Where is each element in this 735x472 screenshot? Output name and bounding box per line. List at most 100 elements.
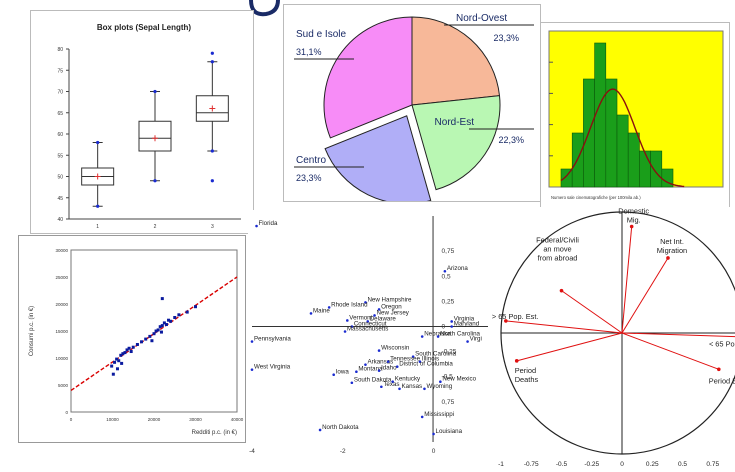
y-tick-label: 60 xyxy=(57,132,63,138)
loading-vector xyxy=(621,257,669,334)
data-point xyxy=(332,373,335,377)
point-label: Vermont xyxy=(349,314,372,321)
loading-vector xyxy=(516,332,623,362)
x-tick-label: 0.75 xyxy=(706,461,719,468)
x-tick-label: 2 xyxy=(154,224,157,230)
y-tick-label: 15000 xyxy=(55,329,68,334)
vector-label: Migration xyxy=(657,246,687,255)
data-point xyxy=(373,314,376,317)
data-point xyxy=(377,369,381,372)
data-point xyxy=(110,364,114,368)
vector-endpoint xyxy=(514,359,519,363)
y-axis-label: Consumi p.c. (in €) xyxy=(29,306,35,356)
point-label: South Carolina xyxy=(415,351,456,358)
whisker-end-point xyxy=(96,140,100,145)
y-tick-label: 45 xyxy=(57,196,63,202)
outlier-point xyxy=(210,51,214,55)
chart-title: Box plots (Sepal Length) xyxy=(97,23,192,32)
vector-label: > 65 Pop. Est. xyxy=(492,312,539,321)
data-point xyxy=(162,321,166,325)
point-label: Iowa xyxy=(336,369,350,376)
point-label: Florida xyxy=(259,220,278,227)
data-point xyxy=(432,432,435,436)
x-axis-label: Numero sale cinematografiche (per 100mil… xyxy=(551,195,641,200)
point-label: Arizona xyxy=(447,265,469,272)
data-point xyxy=(117,359,121,363)
data-point xyxy=(177,313,181,317)
histogram-bar xyxy=(627,132,640,188)
pie-value-label: 31,1% xyxy=(296,47,322,57)
pie-slice xyxy=(411,95,501,191)
data-point xyxy=(436,335,440,338)
y-tick-label: 10000 xyxy=(55,356,68,361)
histogram-bar xyxy=(594,42,607,188)
y-tick-label: 30000 xyxy=(55,248,68,253)
vector-endpoint xyxy=(504,319,508,323)
normal-fit-curve xyxy=(560,88,685,188)
point-label: District of Columbia xyxy=(399,361,453,368)
data-point xyxy=(418,360,422,363)
data-point xyxy=(395,365,399,368)
whisker-end-point xyxy=(153,179,157,183)
point-label: Texas xyxy=(383,381,399,388)
whisker-end-point xyxy=(96,204,100,208)
point-label: North Carolina xyxy=(440,331,480,338)
data-point xyxy=(380,385,383,389)
x-tick-label: 30000 xyxy=(189,417,202,422)
x-tick-label: -0.5 xyxy=(556,461,568,468)
loading-vector xyxy=(561,290,623,334)
data-point xyxy=(377,308,381,311)
vector-label: Deaths xyxy=(515,375,539,384)
point-label: Montana xyxy=(358,366,383,373)
vector-endpoint xyxy=(666,256,670,260)
data-point xyxy=(250,368,254,371)
data-point xyxy=(167,318,171,322)
point-label: West Virginia xyxy=(254,364,291,371)
vector-endpoint xyxy=(629,224,634,229)
background-title-fragment xyxy=(249,0,280,17)
data-point xyxy=(159,330,163,334)
data-point xyxy=(423,387,426,391)
data-point xyxy=(391,380,394,384)
x-tick-label: 0.25 xyxy=(646,461,659,468)
point-label: Oregon xyxy=(381,303,402,310)
x-tick-label: 0 xyxy=(620,461,624,468)
data-point xyxy=(120,361,124,365)
loading-vector xyxy=(621,226,633,334)
x-tick-label: 0.5 xyxy=(678,461,687,468)
y-tick-label: 0 xyxy=(65,410,68,415)
y-tick-label: 0,25 xyxy=(442,298,455,305)
y-tick-label: 0,5 xyxy=(442,273,451,280)
data-point xyxy=(439,380,442,384)
data-point xyxy=(355,370,358,373)
pie-slice-label: Sud e Isole xyxy=(296,29,346,40)
vector-endpoint xyxy=(717,367,721,372)
y-tick-label: 75 xyxy=(57,68,63,74)
data-point xyxy=(123,351,127,355)
data-point xyxy=(350,381,354,385)
pie-slice-label: Nord-Est xyxy=(435,117,475,128)
pie-chart: Nord-Ovest 23,3% Nord-Est 22,3% Centro 23,3% S… xyxy=(294,13,534,201)
loading-vector xyxy=(621,332,735,338)
vector-label: an move xyxy=(543,245,571,254)
data-point xyxy=(160,324,164,328)
histogram-panel: Numero sale cinematografiche (per 100mil… xyxy=(540,22,730,208)
data-point xyxy=(450,320,453,323)
pie-slice xyxy=(324,115,432,201)
x-tick-label: 0 xyxy=(70,417,73,422)
correlation-circle-panel: -1-0.75-0.5-0.2500.250.50.75NetDomesticM… xyxy=(488,207,735,472)
x-tick-label: 10000 xyxy=(106,417,119,422)
data-point xyxy=(364,301,367,304)
point-label: South Dakota xyxy=(354,377,392,384)
point-label: Wisconsin xyxy=(381,345,410,352)
data-point xyxy=(144,337,148,341)
data-point xyxy=(194,305,197,309)
data-point xyxy=(346,319,349,322)
vector-label: < 65 Pop. E xyxy=(709,340,735,349)
y-tick-label: 0 xyxy=(442,323,446,330)
x-tick-label: -1 xyxy=(498,461,504,468)
vector-label: Mig. xyxy=(627,216,641,225)
x-tick-label: -2 xyxy=(340,448,346,455)
data-point xyxy=(129,350,133,354)
data-point xyxy=(113,360,117,364)
